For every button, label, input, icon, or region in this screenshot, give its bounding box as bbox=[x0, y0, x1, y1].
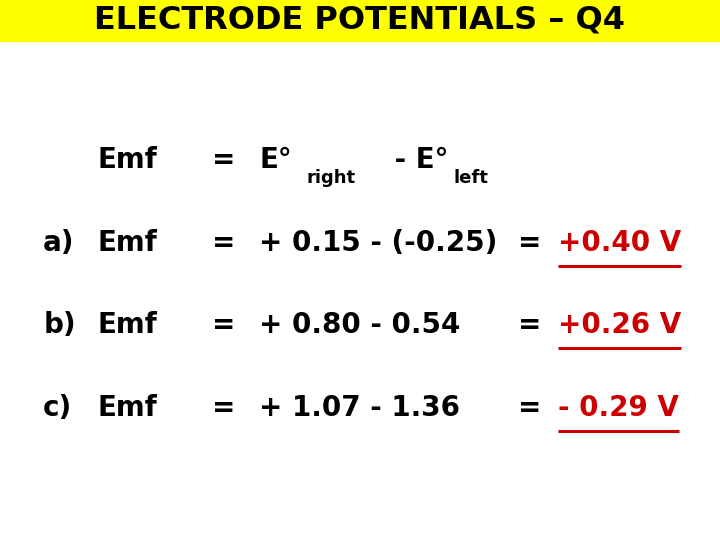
Text: left: left bbox=[454, 169, 488, 187]
Text: =: = bbox=[212, 394, 235, 422]
Text: - 0.29 V: - 0.29 V bbox=[558, 394, 679, 422]
Text: Emf: Emf bbox=[97, 311, 157, 339]
Text: c): c) bbox=[43, 394, 73, 422]
Text: =: = bbox=[518, 229, 541, 257]
Text: =: = bbox=[518, 311, 541, 339]
Text: +0.40 V: +0.40 V bbox=[558, 229, 681, 257]
Text: + 0.15 - (-0.25): + 0.15 - (-0.25) bbox=[259, 229, 498, 257]
Text: E°: E° bbox=[259, 146, 292, 174]
Text: =: = bbox=[212, 229, 235, 257]
Text: ELECTRODE POTENTIALS – Q4: ELECTRODE POTENTIALS – Q4 bbox=[94, 5, 626, 36]
Text: =: = bbox=[212, 311, 235, 339]
Text: right: right bbox=[306, 169, 355, 187]
Text: Emf: Emf bbox=[97, 229, 157, 257]
Text: =: = bbox=[518, 394, 541, 422]
Text: =: = bbox=[212, 146, 235, 174]
Text: Emf: Emf bbox=[97, 146, 157, 174]
Text: + 0.80 - 0.54: + 0.80 - 0.54 bbox=[259, 311, 461, 339]
Text: Emf: Emf bbox=[97, 394, 157, 422]
Text: b): b) bbox=[43, 311, 76, 339]
Text: a): a) bbox=[43, 229, 75, 257]
Text: - E°: - E° bbox=[385, 146, 449, 174]
Text: +0.26 V: +0.26 V bbox=[558, 311, 681, 339]
Text: + 1.07 - 1.36: + 1.07 - 1.36 bbox=[259, 394, 460, 422]
